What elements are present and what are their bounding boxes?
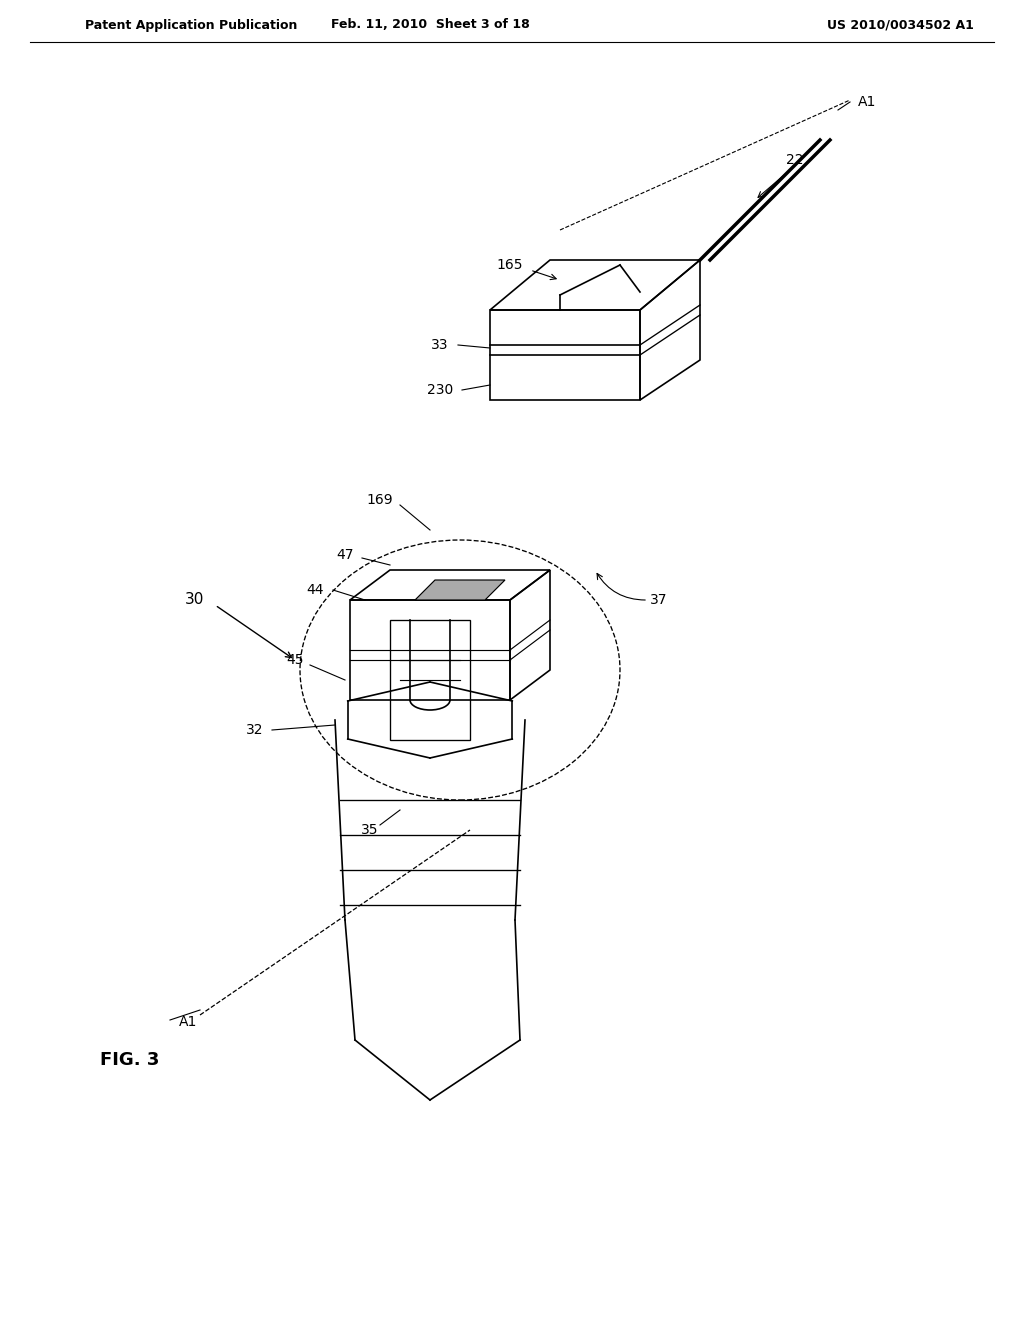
Text: 35: 35	[361, 822, 379, 837]
Text: US 2010/0034502 A1: US 2010/0034502 A1	[826, 18, 974, 32]
Text: 45: 45	[287, 653, 304, 667]
Text: 33: 33	[431, 338, 449, 352]
Polygon shape	[415, 579, 505, 601]
Text: 44: 44	[306, 583, 324, 597]
Text: 230: 230	[427, 383, 454, 397]
Text: Patent Application Publication: Patent Application Publication	[85, 18, 297, 32]
Text: FIG. 3: FIG. 3	[100, 1051, 160, 1069]
Text: 22: 22	[786, 153, 804, 168]
Text: 32: 32	[246, 723, 264, 737]
Text: Feb. 11, 2010  Sheet 3 of 18: Feb. 11, 2010 Sheet 3 of 18	[331, 18, 529, 32]
Text: A1: A1	[179, 1015, 198, 1030]
Text: 165: 165	[497, 257, 523, 272]
Text: 30: 30	[185, 593, 205, 607]
Text: 169: 169	[367, 492, 393, 507]
Text: A1: A1	[858, 95, 877, 110]
Text: 37: 37	[650, 593, 668, 607]
Text: 47: 47	[336, 548, 353, 562]
